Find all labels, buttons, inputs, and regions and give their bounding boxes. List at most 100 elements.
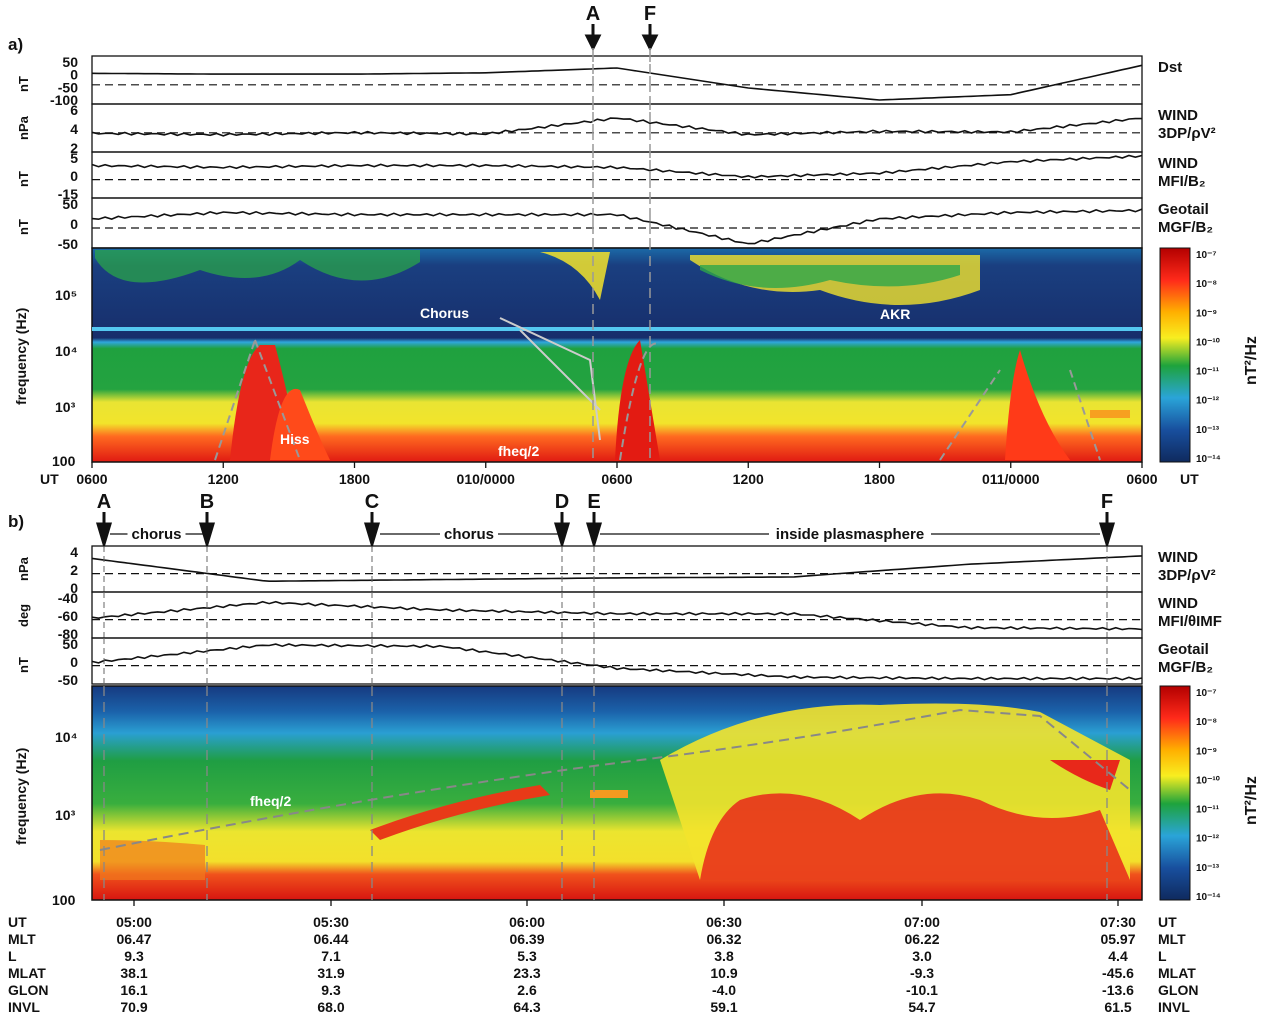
panel-b-spectrogram: fheq/2 — [91, 685, 1143, 901]
marker-label: B — [200, 491, 214, 513]
a-row-tick: 50 — [62, 196, 78, 212]
colorbar-tick: 10⁻¹² — [1196, 834, 1220, 845]
ephemeris-cell: 06.32 — [706, 931, 741, 947]
arrow-down-icon — [641, 24, 659, 52]
annotation-chorus: Chorus — [420, 305, 469, 321]
ephemeris-cell: 70.9 — [120, 999, 147, 1015]
a-row-tick: 0 — [70, 216, 78, 232]
a-panel-frame-3 — [91, 197, 1143, 249]
ephemeris-row-name: UT — [8, 914, 27, 930]
colorbar-tick: 10⁻¹⁰ — [1196, 337, 1220, 348]
arrow-down-icon — [198, 512, 216, 550]
ephemeris-row-name: INVL — [8, 999, 40, 1015]
annotation-fheq: fheq/2 — [498, 443, 539, 459]
ephemeris-cell: 54.7 — [908, 999, 935, 1015]
b-row-label: WIND — [1158, 549, 1198, 566]
b-row-tick: 0 — [70, 580, 78, 596]
b-panel-frame-2 — [91, 637, 1143, 685]
spectrogram-b-ylabel: frequency (Hz) — [13, 748, 29, 845]
b-series-line-0 — [91, 555, 1143, 582]
arrow-down-icon — [585, 512, 603, 550]
a-panel-frame-0 — [91, 55, 1143, 105]
a-row-label: Dst — [1158, 59, 1182, 76]
marker-label: E — [587, 491, 600, 513]
a-row-label: MFI/B₂ — [1158, 173, 1206, 190]
ephemeris-row-name-right: L — [1158, 948, 1167, 964]
panel-b-label: b) — [8, 512, 24, 531]
x-tick-label: 0600 — [1126, 471, 1157, 487]
a-row-tick: 50 — [62, 54, 78, 70]
b-row-tick: -80 — [58, 626, 78, 642]
ephemeris-cell: 59.1 — [710, 999, 737, 1015]
b-row-tick: -60 — [58, 608, 78, 624]
arrow-down-icon — [584, 24, 602, 52]
ephemeris-cell: 16.1 — [120, 982, 147, 998]
x-tick-label: 011/0000 — [982, 471, 1040, 487]
b-row-tick: 2 — [70, 562, 78, 578]
colorbar-tick: 10⁻¹⁰ — [1196, 775, 1220, 786]
colorbar-tick: 10⁻¹³ — [1196, 425, 1220, 436]
colorbar-tick: 10⁻⁸ — [1196, 717, 1217, 728]
a-row-tick: 0 — [70, 67, 78, 83]
ephemeris-cell: 5.3 — [517, 948, 537, 964]
ephemeris-cell: 38.1 — [120, 965, 147, 981]
a-ytick-0: 10⁵ — [55, 287, 77, 303]
ephemeris-cell: 05:00 — [116, 914, 152, 930]
colorbar-a: 10⁻⁷ 10⁻⁸ 10⁻⁹ 10⁻¹⁰ 10⁻¹¹ 10⁻¹² 10⁻¹³ 10⁻¹⁴ nT… — [1159, 247, 1260, 465]
ephemeris-cell: 06.22 — [904, 931, 939, 947]
b-ytick-0: 10⁴ — [55, 729, 78, 745]
a-ytick-3: 100 — [52, 453, 76, 469]
ephemeris-cell: 05:30 — [313, 914, 349, 930]
a-row-tick: 0 — [70, 168, 78, 184]
colorbar-a-gradient — [1159, 247, 1191, 463]
b-series-line-1 — [91, 600, 1143, 631]
colorbar-b-label: nT²/Hz — [1243, 776, 1260, 825]
ephemeris-cell: 31.9 — [317, 965, 344, 981]
colorbar-tick: 10⁻⁹ — [1196, 308, 1217, 319]
ephemeris-cell: 3.8 — [714, 948, 734, 964]
ephemeris-cell: 3.0 — [912, 948, 932, 964]
panel-a-spectrogram: Chorus AKR Hiss fheq/2 — [91, 48, 1143, 463]
a-row-tick: 5 — [70, 150, 78, 166]
b-panel-frame-1 — [91, 591, 1143, 639]
a-row-label: WIND — [1158, 155, 1198, 172]
annotation-hiss: Hiss — [280, 431, 310, 447]
a-row-label: Geotail — [1158, 201, 1209, 218]
ephemeris-cell: 06.47 — [116, 931, 151, 947]
marker-f-label: F — [644, 3, 656, 25]
ephemeris-cell: 9.3 — [124, 948, 144, 964]
ephemeris-table: UT UT 05:00 05:30 06:00 06:30 07:00 07:30 MLT MLT… — [8, 900, 1198, 1015]
a-row-unit-3: nT — [16, 219, 31, 235]
ephemeris-cell: -45.6 — [1102, 965, 1134, 981]
b-ytick-2: 100 — [52, 892, 76, 908]
ephemeris-cell: 4.4 — [1108, 948, 1128, 964]
x-tick-label: 1800 — [864, 471, 895, 487]
colorbar-tick: 10⁻¹¹ — [1196, 805, 1220, 816]
a-row-label: WIND — [1158, 107, 1198, 124]
ephemeris-cell: 06:00 — [509, 914, 545, 930]
ephemeris-row-name-right: UT — [1158, 914, 1177, 930]
ephemeris-cell: -9.3 — [910, 965, 934, 981]
panel-a-event-markers: A F — [584, 3, 659, 52]
b-row-label: WIND — [1158, 595, 1198, 612]
a-row-tick: -50 — [58, 79, 78, 95]
panel-b-interval-labels: chorus chorus inside plasmasphere — [110, 524, 1100, 543]
b-row-tick: 0 — [70, 654, 78, 670]
ephemeris-row-name: L — [8, 948, 17, 964]
a-series-line-3 — [91, 208, 1143, 245]
ephemeris-row-name-right: GLON — [1158, 982, 1198, 998]
b-row-unit-0: nPa — [16, 556, 31, 581]
arrow-down-icon — [1098, 512, 1116, 550]
a-ytick-2: 10³ — [55, 399, 76, 415]
a-row-tick: -50 — [58, 236, 78, 252]
b-row-unit-2: nT — [16, 657, 31, 673]
ephemeris-cell: 05.97 — [1100, 931, 1135, 947]
x-tick-label: 1800 — [339, 471, 370, 487]
a-panel-frame-2 — [91, 151, 1143, 199]
arrow-down-icon — [363, 512, 381, 550]
b-row-tick: 4 — [70, 544, 78, 560]
ephemeris-cell: 07:00 — [904, 914, 940, 930]
colorbar-tick: 10⁻⁷ — [1196, 250, 1217, 261]
colorbar-tick: 10⁻¹³ — [1196, 863, 1220, 874]
